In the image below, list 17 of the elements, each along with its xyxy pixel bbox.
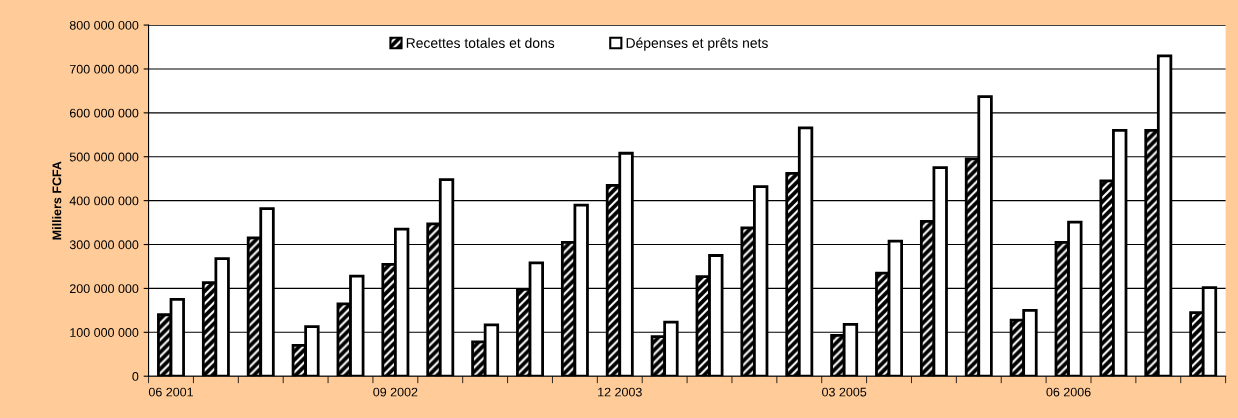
y-tick-label: 0: [132, 372, 139, 381]
legend-label: Recettes totales et dons: [406, 37, 555, 48]
x-tick-label: 06 2006: [1046, 387, 1091, 397]
y-tick-label: 400 000 000: [69, 196, 139, 206]
y-tick-label: 200 000 000: [69, 284, 139, 294]
legend-label: Dépenses et prêts nets: [626, 37, 768, 51]
x-tick-label: 12 2003: [598, 387, 642, 397]
y-tick-label: 800 000 000: [69, 20, 139, 30]
y-tick-label: 500 000 000: [69, 152, 139, 162]
y-axis-title: Milliers FCFA: [52, 161, 62, 240]
y-tick-label: 600 000 000: [69, 108, 139, 118]
y-tick-label: 700 000 000: [69, 64, 139, 74]
x-tick-label: 06 2001: [148, 387, 193, 397]
y-tick-label: 100 000 000: [70, 328, 139, 337]
y-tick-label: 300 000 000: [69, 240, 139, 250]
x-tick-label: 03 2005: [822, 387, 867, 397]
x-tick-label: 09 2002: [373, 387, 418, 397]
